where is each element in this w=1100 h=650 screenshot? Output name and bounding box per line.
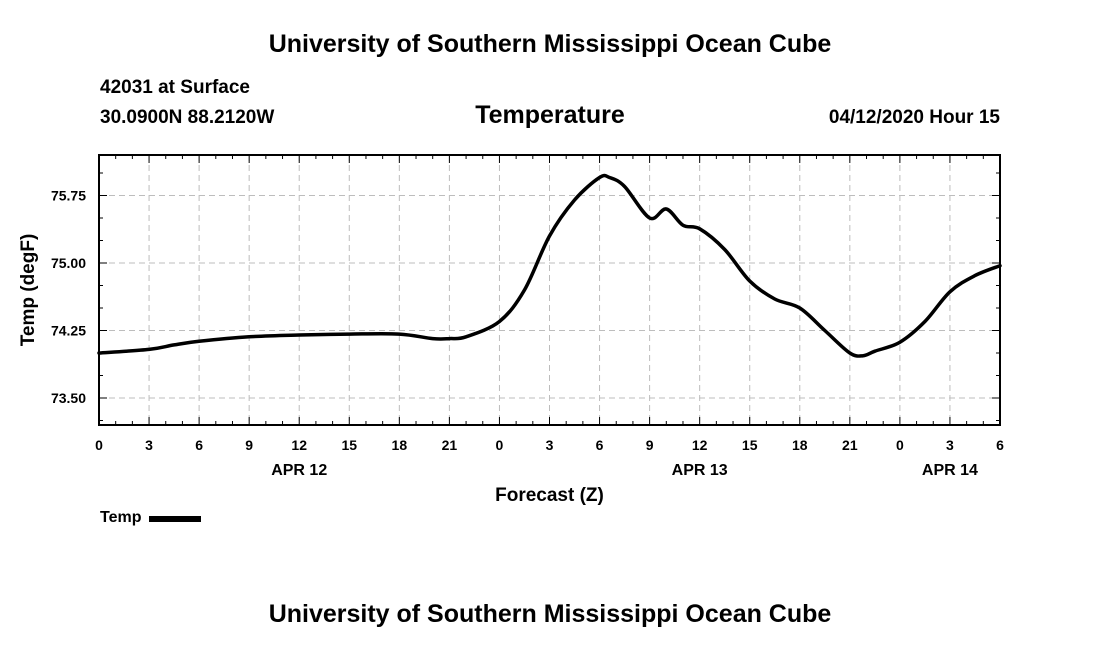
y-tick-label: 75.75 — [51, 188, 86, 204]
label-layer: 0 3 6 9 12 15 18 21 0 3 6 9 12 15 18 21 0 3 6 73.50 74.25 75.… — [18, 188, 1004, 507]
x-axis-label: Forecast (Z) — [495, 485, 604, 506]
y-tick-label: 73.50 — [51, 390, 86, 406]
x-tick-label: 9 — [245, 437, 253, 453]
x-tick-label: 21 — [842, 437, 858, 453]
legend-label: Temp — [100, 509, 142, 526]
x-tick-label: 15 — [742, 437, 758, 453]
x-tick-label: 15 — [341, 437, 357, 453]
date-label: APR 12 — [271, 462, 327, 479]
x-tick-label: 3 — [145, 437, 153, 453]
grid-layer — [99, 155, 1000, 425]
temp-series-line — [97, 173, 1002, 358]
station-label: 42031 at Surface — [100, 77, 250, 98]
y-tick-label: 74.25 — [51, 323, 86, 339]
x-tick-label: 18 — [392, 437, 408, 453]
x-tick-label: 0 — [896, 437, 904, 453]
x-tick-label: 6 — [596, 437, 604, 453]
x-tick-label: 0 — [95, 437, 103, 453]
date-label: APR 13 — [672, 462, 728, 479]
x-tick-label: 0 — [496, 437, 504, 453]
x-tick-label: 3 — [546, 437, 554, 453]
legend-swatch — [149, 516, 202, 522]
x-tick-label: 18 — [792, 437, 808, 453]
date-label: APR 14 — [922, 462, 978, 479]
page-title: University of Southern Mississippi Ocean… — [268, 30, 832, 58]
datetime-label: 04/12/2020 Hour 15 — [828, 107, 1000, 128]
x-tick-label: 6 — [996, 437, 1004, 453]
x-tick-label: 12 — [692, 437, 708, 453]
tick-layer — [98, 155, 1001, 425]
y-axis-label: Temp (degF) — [18, 234, 39, 347]
coordinates-label: 30.0900N 88.2120W — [100, 107, 275, 128]
x-tick-label: 6 — [195, 437, 203, 453]
footer-title: University of Southern Mississippi Ocean… — [268, 600, 832, 628]
x-tick-label: 3 — [946, 437, 954, 453]
x-tick-label: 12 — [291, 437, 307, 453]
series-layer — [97, 173, 1002, 358]
y-tick-label: 75.00 — [51, 255, 86, 271]
x-tick-label: 21 — [442, 437, 458, 453]
x-tick-label: 9 — [646, 437, 654, 453]
legend: Temp — [100, 509, 202, 527]
chart-title: Temperature — [475, 101, 625, 129]
